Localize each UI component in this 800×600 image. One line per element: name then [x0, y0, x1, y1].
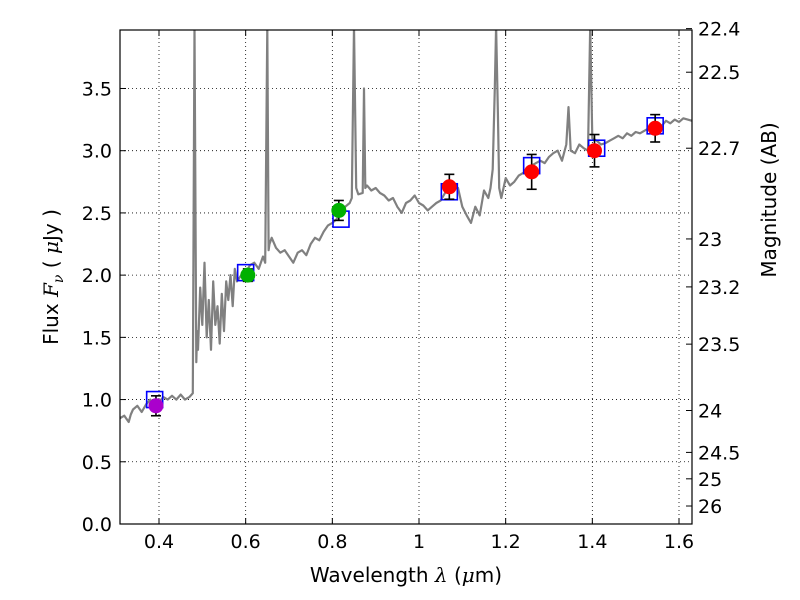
observed-point	[587, 133, 602, 168]
plot-area	[120, 30, 692, 424]
y-tick-label: 2.5	[82, 203, 112, 225]
x-axis-label: Wavelength λ (μm)	[310, 563, 502, 587]
axis-ticks	[120, 28, 692, 525]
right-tick-label: 22.4	[698, 19, 740, 41]
x-tick-label: 1.2	[491, 531, 521, 553]
right-tick-label: 23	[698, 229, 722, 251]
data-point	[148, 398, 164, 414]
y-tick-label: 3.0	[82, 141, 112, 163]
right-tick-label: 24	[698, 401, 722, 423]
right-tick-label: 23.2	[698, 277, 740, 299]
right-axis-label: Magnitude (AB)	[757, 122, 781, 277]
right-tick-label: 26	[698, 496, 722, 518]
spectrum-line	[120, 30, 692, 424]
data-point	[240, 267, 256, 283]
data-point	[647, 120, 663, 136]
y-tick-label: 2.0	[82, 265, 112, 287]
right-tick-label: 22.5	[698, 62, 740, 84]
data-point	[587, 143, 602, 159]
data-point	[524, 164, 540, 180]
right-tick-label: 23.5	[698, 334, 740, 356]
y-tick-label: 0.0	[82, 514, 112, 536]
y-axis-label: Flux Fν ( μJy )	[39, 209, 67, 345]
x-tick-label: 0.8	[317, 531, 347, 553]
x-tick-label: 0.6	[231, 531, 261, 553]
observed-point	[240, 267, 256, 283]
y-tick-label: 0.5	[82, 452, 112, 474]
x-tick-label: 1.4	[577, 531, 607, 553]
y-tick-label: 1.0	[82, 390, 112, 412]
y-tick-labels: 0.0 0.5 1.0 1.5 2.0 2.5 3.0 3.5	[82, 78, 112, 536]
right-tick-label: 24.5	[698, 442, 740, 464]
y-tick-label: 3.5	[82, 78, 112, 100]
x-tick-labels: 0.4 0.6 0.8 1 1.2 1.4 1.6	[144, 531, 694, 553]
data-point	[441, 179, 457, 195]
plot-frame	[119, 29, 693, 525]
x-tick-label: 0.4	[144, 531, 174, 553]
observed-point	[524, 153, 540, 191]
observed-points	[148, 113, 663, 417]
y-tick-label: 1.5	[82, 327, 112, 349]
data-point	[331, 202, 347, 218]
observed-point	[331, 199, 347, 222]
observed-point	[148, 395, 164, 417]
x-tick-label: 1.6	[664, 531, 694, 553]
right-tick-label: 25	[698, 469, 722, 491]
x-tick-label: 1	[413, 531, 425, 553]
observed-point	[441, 173, 457, 201]
model-markers	[145, 117, 664, 409]
right-tick-labels: 22.4 22.5 22.7 23 23.2 23.5 24 24.5 25 26	[698, 19, 740, 518]
observed-point	[647, 113, 663, 143]
right-tick-label: 22.7	[698, 138, 740, 160]
